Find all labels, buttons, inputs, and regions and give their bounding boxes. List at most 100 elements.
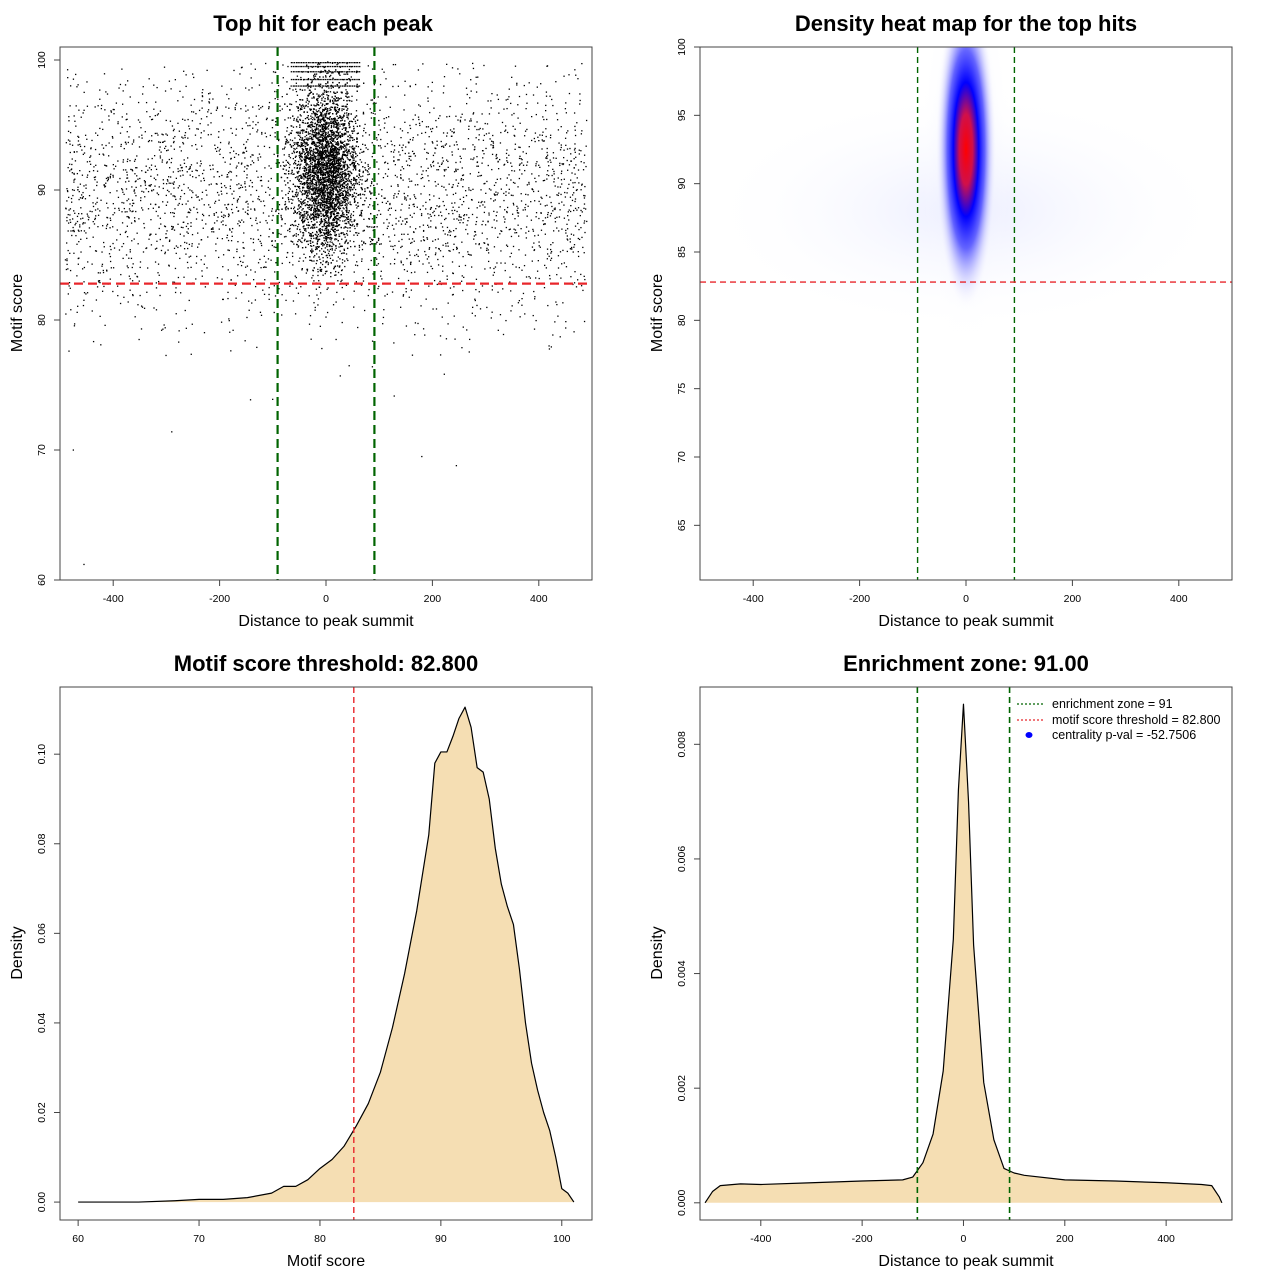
scatter-point [233, 256, 235, 259]
scatter-point [415, 197, 417, 200]
scatter-point [435, 247, 437, 249]
scatter-point [503, 221, 506, 223]
scatter-point [88, 170, 91, 173]
scatter-point [299, 99, 302, 101]
scatter-point [285, 299, 287, 302]
scatter-point [471, 199, 473, 201]
scatter-point [69, 131, 72, 134]
scatter-point [282, 168, 284, 170]
scatter-point [459, 216, 461, 218]
scatter-point [235, 104, 237, 106]
scatter-point [241, 292, 243, 294]
scatter-point [306, 175, 308, 178]
scatter-point [273, 311, 275, 314]
scatter-point [356, 234, 359, 236]
scatter-point [79, 145, 82, 148]
scatter-point [452, 193, 455, 196]
scatter-point [166, 189, 169, 192]
scatter-point [75, 73, 77, 76]
scatter-point [177, 170, 179, 173]
scatter-point [571, 194, 574, 196]
scatter-point [66, 200, 68, 202]
scatter-point [297, 226, 299, 228]
scatter-point [69, 151, 71, 154]
scatter-point [574, 151, 576, 153]
scatter-point [334, 274, 336, 276]
scatter-point [333, 211, 335, 213]
scatter-point [73, 230, 75, 233]
scatter-point [140, 127, 142, 129]
scatter-point [126, 113, 128, 115]
scatter-point [377, 134, 380, 136]
scatter-point [353, 130, 356, 132]
scatter-point [462, 186, 464, 188]
scatter-point [360, 210, 362, 212]
scatter-point [250, 194, 252, 196]
scatter-point [345, 253, 348, 255]
scatter-point [565, 144, 567, 147]
scatter-point [420, 305, 422, 307]
scatter-point [74, 160, 77, 162]
scatter-point [322, 132, 325, 135]
scatter-point [215, 183, 217, 185]
scatter-point [228, 107, 230, 109]
scatter-point [337, 63, 339, 65]
scatter-point [336, 130, 339, 132]
scatter-point [408, 238, 410, 240]
scatter-point [484, 268, 486, 270]
scatter-point [122, 257, 124, 260]
scatter-point [387, 209, 389, 211]
scatter-point [245, 110, 247, 112]
scatter-point [173, 187, 175, 189]
scatter-point [540, 229, 543, 231]
scatter-point [151, 118, 154, 120]
scatter-point [195, 218, 198, 220]
scatter-point [262, 200, 265, 202]
scatter-point [315, 246, 317, 248]
scatter-point [422, 239, 425, 241]
scatter-point [423, 185, 425, 187]
scatter-point [119, 302, 122, 305]
scatter-point [569, 238, 571, 240]
scatter-point [139, 266, 141, 269]
scatter-point [315, 113, 318, 115]
scatter-point [340, 117, 342, 119]
scatter-point [180, 195, 182, 198]
scatter-point [309, 160, 311, 163]
scatter-point [369, 240, 372, 243]
scatter-point [557, 267, 560, 269]
scatter-point [328, 166, 331, 168]
scatter-point [164, 140, 166, 142]
scatter-point [101, 144, 103, 146]
scatter-point [446, 275, 448, 277]
scatter-point [316, 119, 319, 122]
scatter-point [219, 153, 221, 156]
scatter-point [500, 230, 502, 232]
scatter-point [319, 292, 322, 294]
scatter-point [377, 96, 379, 98]
scatter-point [325, 225, 327, 228]
scatter-point [402, 220, 404, 222]
scatter-point [294, 275, 296, 277]
scatter-point [495, 181, 497, 184]
scatter-point [370, 243, 373, 245]
scatter-point [114, 165, 117, 167]
scatter-point [86, 213, 88, 215]
scatter-point [583, 222, 585, 224]
scatter-point [445, 208, 447, 211]
scatter-point [179, 170, 181, 172]
scatter-point [201, 107, 203, 109]
scatter-point [303, 181, 306, 184]
scatter-point [557, 186, 559, 188]
scatter-point [526, 128, 528, 131]
scatter-point [284, 201, 287, 203]
scatter-point [387, 200, 389, 203]
scatter-point [405, 197, 407, 199]
scatter-point [171, 157, 173, 160]
scatter-point [161, 159, 164, 161]
scatter-point [431, 267, 434, 270]
scatter-point [358, 164, 360, 166]
scatter-point [524, 130, 527, 132]
scatter-point [78, 230, 80, 232]
scatter-point [92, 340, 95, 343]
